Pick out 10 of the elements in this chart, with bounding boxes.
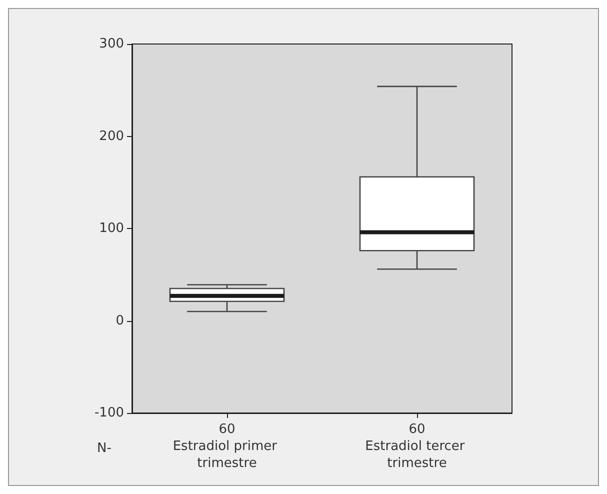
x-tick-label: Estradiol tercer trimestre [365,439,469,471]
y-tick-label: -100 [94,406,124,420]
text: 60 [218,422,236,437]
y-tick-label: 200 [99,128,124,144]
x-tick-label: Estradiol primer trimestre [172,439,282,471]
text: N- [97,441,112,456]
y-tick-label: 300 [99,36,124,52]
y-tick-label: 100 [99,221,124,236]
text: 60 [408,422,426,437]
y-tick-label: 0 [116,313,124,328]
